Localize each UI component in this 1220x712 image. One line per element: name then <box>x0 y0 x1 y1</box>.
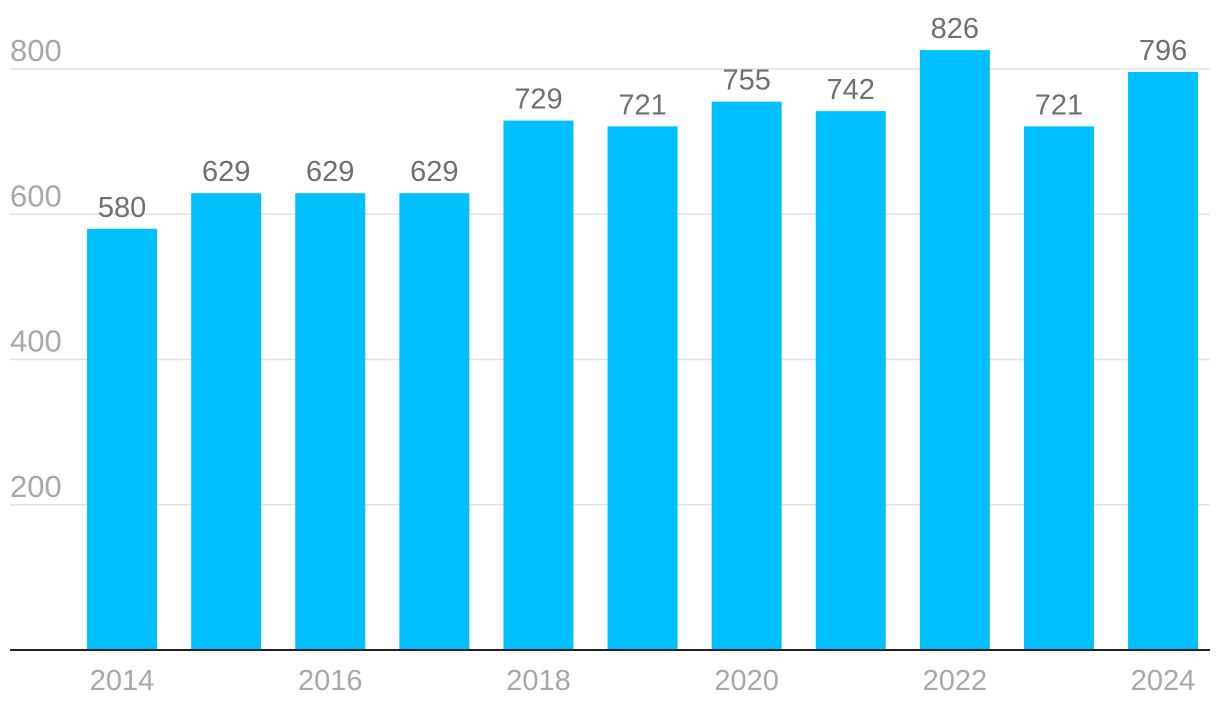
data-label-2024: 796 <box>1139 35 1187 67</box>
bar-2024 <box>1128 71 1199 650</box>
data-label-2016: 629 <box>306 156 354 188</box>
bar-2018 <box>503 120 574 651</box>
x-axis-ticks: 2014 2016 2018 2020 2022 2024 <box>90 665 1196 697</box>
bars <box>87 50 1199 651</box>
data-label-2017: 629 <box>410 156 458 188</box>
x-tick-label-2014: 2014 <box>90 665 155 697</box>
bar-2017 <box>399 193 470 650</box>
data-label-2022: 826 <box>931 13 979 45</box>
bar-2021 <box>815 111 886 650</box>
x-tick-label-2020: 2020 <box>714 665 779 697</box>
x-tick-label-2016: 2016 <box>298 665 363 697</box>
bar-2014 <box>87 228 158 650</box>
x-tick-label-2018: 2018 <box>506 665 571 697</box>
data-label-2023: 721 <box>1035 89 1083 121</box>
bar-2020 <box>711 101 782 650</box>
data-label-2021: 742 <box>827 74 875 106</box>
data-label-2014: 580 <box>98 192 146 224</box>
bar-2023 <box>1023 126 1094 650</box>
x-tick-label-2022: 2022 <box>923 665 988 697</box>
data-labels: 580 629 629 629 729 721 755 742 826 721 796 <box>98 13 1187 224</box>
bar-2022 <box>919 50 990 651</box>
bar-2016 <box>295 193 366 650</box>
y-axis-ticks: 200 400 600 800 <box>10 33 62 504</box>
data-label-2015: 629 <box>202 156 250 188</box>
bar-2015 <box>191 193 262 650</box>
data-label-2020: 755 <box>722 65 770 97</box>
y-tick-label: 800 <box>10 33 62 68</box>
y-tick-label: 200 <box>10 469 62 504</box>
y-tick-label: 400 <box>10 324 62 359</box>
y-tick-label: 600 <box>10 178 62 213</box>
data-label-2019: 721 <box>618 89 666 121</box>
x-tick-label-2024: 2024 <box>1131 665 1196 697</box>
data-label-2018: 729 <box>514 84 562 116</box>
bar-2019 <box>607 126 678 650</box>
